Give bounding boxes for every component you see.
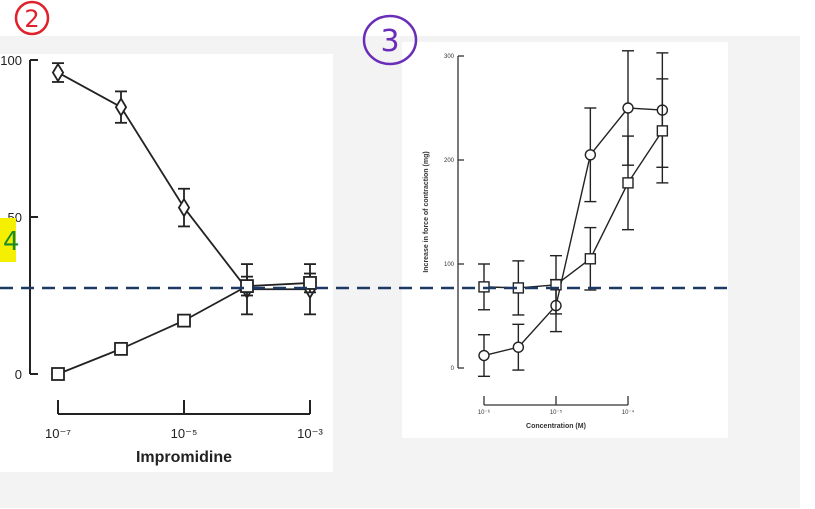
chart-concentration-card (402, 42, 728, 438)
chart2-square-point (622, 177, 634, 189)
chart2-square-point (550, 279, 562, 291)
chart2-square-point (584, 253, 597, 265)
chart2-xtick-1e-5: 10⁻⁵ (550, 409, 563, 416)
chart2-circle-point (512, 341, 525, 353)
chart1-ytick-100: 100 (0, 53, 22, 68)
chart1-xtick-1e-3: 10⁻³ (297, 426, 323, 441)
chart1-series-diamond-line (57, 71, 310, 291)
annotation-2-text: 2 (24, 5, 39, 33)
annotation-4-text: 4 (3, 227, 20, 257)
chart1-xtick-1e-7: 10⁻⁷ (45, 426, 71, 441)
chart1-square-point (51, 367, 65, 381)
chart2-circle-point (584, 149, 597, 161)
chart2-square-point (656, 125, 669, 137)
annotation-3: 3 (362, 14, 418, 66)
chart1-plot-area (51, 62, 317, 381)
chart1-x-label: Impromidine (136, 449, 232, 466)
chart1-square-point (240, 279, 254, 293)
chart2-circle-point (478, 349, 490, 362)
chart1-xtick-1e-5: 10⁻⁵ (171, 426, 198, 441)
annotation-3-text: 3 (380, 24, 399, 59)
chart1-square-point (114, 341, 128, 356)
chart2-ytick-300: 300 (444, 54, 455, 60)
chart1-diamond-point (177, 197, 191, 218)
chart2-ytick-200: 200 (444, 158, 455, 164)
chart1-diamond-point (51, 62, 65, 83)
chart2-axes (457, 55, 629, 406)
chart2-circle-point (622, 102, 634, 114)
chart1-axes (29, 59, 311, 415)
chart1-square-point (303, 276, 317, 290)
chart2-ytick-0: 0 (451, 366, 455, 372)
chart2-series-circle-line (483, 107, 663, 357)
chart1-square-point (177, 313, 191, 328)
chart1-ytick-0: 0 (15, 367, 22, 382)
chart2-xtick-1e-6: 10⁻⁶ (478, 409, 491, 416)
chart2-xtick-1e-4: 10⁻⁴ (622, 409, 635, 416)
annotation-2: 2 (14, 0, 50, 36)
chart1-series-square-line (57, 282, 311, 375)
chart2-ytick-100: 100 (444, 262, 455, 268)
chart2-series-square-line (483, 130, 663, 289)
chart-impromidine-card (0, 54, 333, 472)
chart2-x-label: Concentration (M) (526, 423, 586, 430)
chart1-diamond-point (114, 96, 128, 118)
chart2-plot-area (478, 50, 669, 378)
chart2-y-label: Increase in force of contraction (mg) (423, 151, 430, 272)
annotation-4-highlight: 4 (0, 218, 20, 262)
